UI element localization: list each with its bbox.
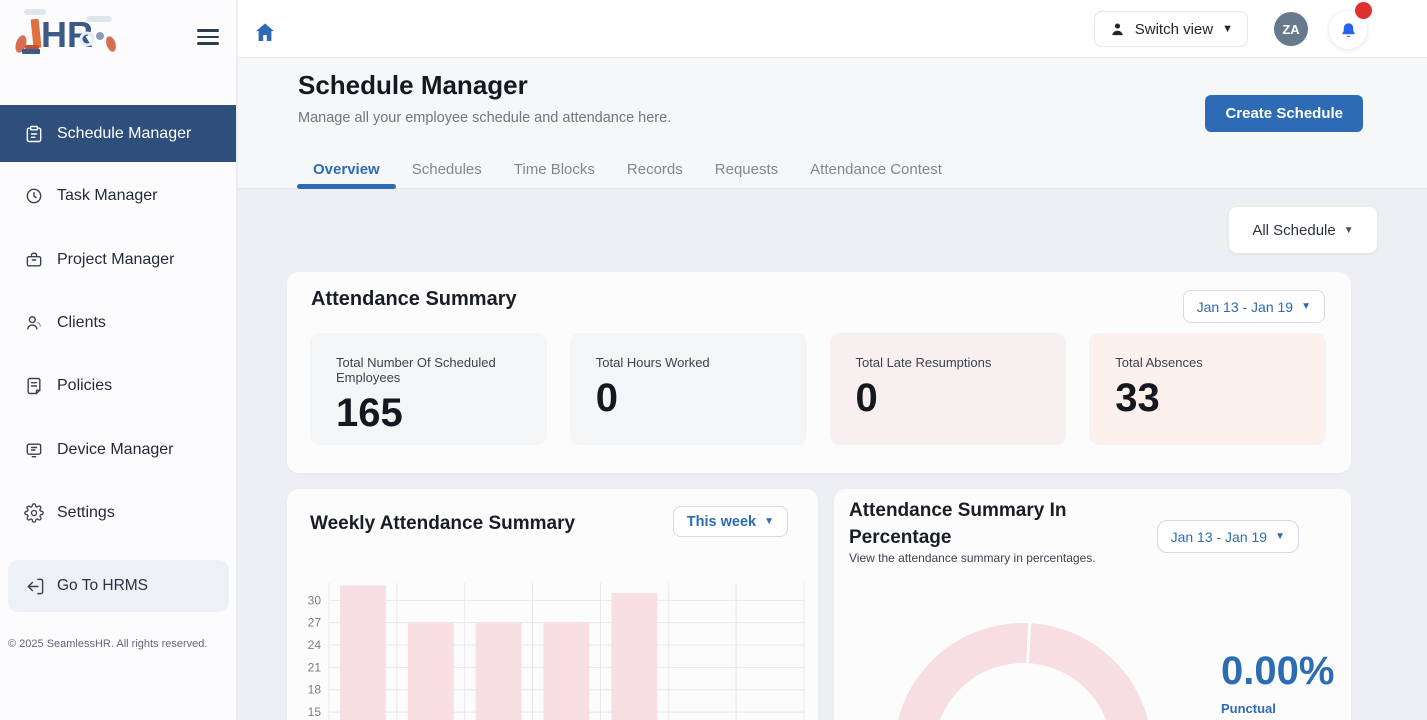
stat-value: 165: [336, 391, 403, 435]
clipboard-icon: [26, 125, 42, 142]
document-icon: [27, 377, 41, 395]
page-title: Schedule Manager: [298, 70, 528, 100]
punctual-percentage-label: Punctual: [1221, 701, 1276, 716]
home-icon[interactable]: [253, 20, 277, 44]
stat-label: Total Hours Worked: [595, 355, 710, 370]
percentage-date-range-dropdown[interactable]: Jan 13 - Jan 19 ▼: [1156, 520, 1299, 553]
person-icon: [1111, 23, 1123, 35]
stat-absences: Total Absences 33: [1089, 333, 1326, 445]
stat-label: Total Late Resumptions: [855, 355, 992, 370]
summary-date-range-dropdown[interactable]: Jan 13 - Jan 19 ▼: [1182, 290, 1325, 323]
sidebar: HR Schedule Manager Task Manager Proj: [0, 0, 237, 720]
this-week-dropdown[interactable]: This week ▼: [672, 506, 788, 537]
stat-label: Total Number Of Scheduled Employees: [336, 355, 496, 385]
avatar[interactable]: ZA: [1274, 12, 1308, 46]
svg-text:18: 18: [308, 683, 322, 697]
svg-text:21: 21: [308, 660, 322, 674]
sidebar-item-clients[interactable]: Clients: [0, 303, 236, 343]
tab-attendance-contest[interactable]: Attendance Contest: [810, 160, 942, 178]
switch-view-label: Switch view: [1134, 20, 1214, 38]
bell-icon: [1341, 22, 1355, 37]
svg-text:24: 24: [308, 638, 322, 652]
page-header: Schedule Manager Manage all your employe…: [238, 58, 1427, 189]
page-subtitle: Manage all your employee schedule and at…: [298, 110, 672, 126]
sidebar-item-label: Settings: [57, 504, 115, 521]
attendance-summary-card: Attendance Summary Jan 13 - Jan 19 ▼ Tot…: [287, 272, 1351, 473]
stat-scheduled-employees: Total Number Of Scheduled Employees 165: [310, 333, 547, 445]
tab-time-blocks[interactable]: Time Blocks: [513, 160, 595, 178]
sidebar-item-schedule-manager[interactable]: Schedule Manager: [0, 105, 236, 162]
stat-value: 0: [595, 376, 618, 420]
chevron-down-icon: ▼: [1343, 224, 1354, 236]
tab-requests[interactable]: Requests: [714, 160, 779, 178]
create-schedule-button[interactable]: Create Schedule: [1205, 95, 1363, 132]
go-to-hrms-label: Go To HRMS: [57, 577, 149, 594]
svg-text:30: 30: [308, 593, 322, 607]
chevron-down-icon: ▼: [1222, 23, 1233, 35]
clock-icon: [26, 188, 42, 204]
punctual-percentage-value: 0.00%: [1221, 649, 1335, 693]
sidebar-item-policies[interactable]: Policies: [0, 366, 236, 406]
sidebar-item-label: Schedule Manager: [57, 124, 192, 142]
all-schedule-dropdown[interactable]: All Schedule ▼: [1229, 207, 1377, 253]
weekly-attendance-title: Weekly Attendance Summary: [310, 513, 576, 534]
weekly-attendance-card: Weekly Attendance Summary This week ▼ 30…: [287, 489, 818, 720]
stat-value: 33: [1115, 376, 1160, 420]
tab-records[interactable]: Records: [626, 160, 683, 178]
topbar: Switch view ▼ ZA: [238, 0, 1427, 58]
users-icon: [27, 316, 42, 330]
briefcase-icon: [26, 252, 42, 267]
stat-value: 0: [855, 376, 878, 420]
logout-icon: [27, 578, 44, 594]
monitor-icon: [26, 443, 42, 458]
sidebar-item-project-manager[interactable]: Project Manager: [0, 240, 236, 280]
stat-late-resumptions: Total Late Resumptions 0: [829, 333, 1067, 445]
stat-label: Total Absences: [1115, 355, 1203, 370]
sidebar-menu-icon[interactable]: [197, 29, 219, 45]
sidebar-item-device-manager[interactable]: Device Manager: [0, 430, 236, 470]
tab-bar: Overview Schedules Time Blocks Records R…: [297, 150, 958, 189]
sidebar-item-task-manager[interactable]: Task Manager: [0, 176, 236, 216]
chevron-down-icon: ▼: [764, 516, 774, 527]
sidebar-item-label: Device Manager: [57, 441, 174, 458]
switch-view-button[interactable]: Switch view ▼: [1093, 11, 1248, 47]
weekly-bar-chart: 302724211815129630: [308, 583, 805, 720]
sidebar-item-label: Task Manager: [57, 187, 158, 204]
attendance-percentage-subtitle: View the attendance summary in percentag…: [849, 551, 1096, 565]
svg-text:15: 15: [308, 705, 322, 719]
chevron-down-icon: ▼: [1275, 531, 1285, 542]
punctuality-donut-chart: [898, 619, 1148, 720]
attendance-percentage-title: Attendance Summary In Percentage: [849, 500, 1067, 548]
hr-logo: HR: [12, 6, 122, 58]
go-to-hrms-button[interactable]: Go To HRMS: [8, 560, 229, 612]
gear-icon: [24, 503, 44, 523]
copyright-text: © 2025 SeamlessHR. All rights reserved.: [8, 638, 208, 650]
main-area: Switch view ▼ ZA Schedule Manager Manage…: [238, 0, 1427, 720]
notification-badge: [1355, 2, 1372, 19]
attendance-summary-title: Attendance Summary: [311, 288, 517, 310]
sidebar-item-label: Clients: [57, 314, 106, 331]
sidebar-item-settings[interactable]: Settings: [0, 493, 236, 533]
stat-hours-worked: Total Hours Worked 0: [569, 333, 807, 445]
stats-row: Total Number Of Scheduled Employees 165 …: [310, 333, 1326, 445]
attendance-percentage-card: Attendance Summary In Percentage View th…: [834, 489, 1351, 720]
sidebar-item-label: Project Manager: [57, 251, 175, 268]
tab-schedules[interactable]: Schedules: [411, 160, 482, 178]
sidebar-item-label: Policies: [57, 377, 113, 394]
svg-text:27: 27: [308, 616, 322, 630]
tab-overview[interactable]: Overview: [297, 150, 396, 189]
chevron-down-icon: ▼: [1301, 301, 1311, 312]
